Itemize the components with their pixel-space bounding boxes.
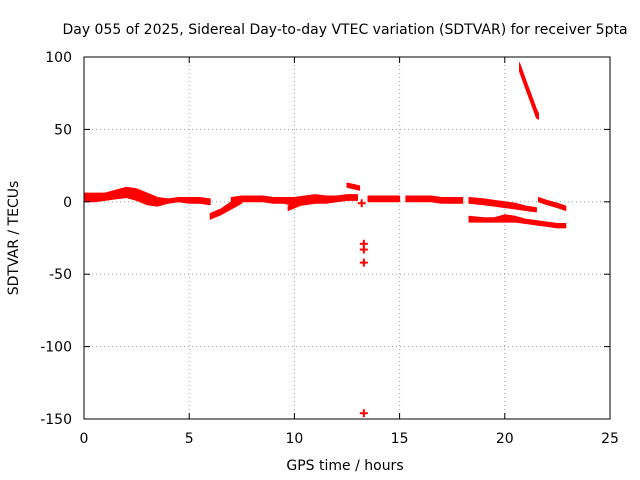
data-band: [346, 182, 361, 191]
y-tick-label: -100: [40, 340, 72, 356]
data-band: [287, 195, 310, 211]
y-tick-label: 50: [54, 122, 72, 138]
data-band: [538, 197, 567, 211]
x-tick-label: 15: [391, 431, 409, 447]
x-tick-label: 10: [285, 431, 303, 447]
x-tick-label: 25: [601, 431, 619, 447]
data-band: [230, 194, 358, 207]
x-axis-label: GPS time / hours: [286, 458, 403, 474]
data-band: [405, 195, 464, 204]
grid-layer: [84, 57, 610, 419]
plot-frame: [83, 56, 611, 420]
data-band: [83, 186, 211, 207]
y-tick-label: -50: [49, 267, 72, 283]
x-tick-label: 20: [496, 431, 514, 447]
y-tick-label: 0: [63, 195, 72, 211]
data-point: [357, 199, 366, 208]
y-axis-label: SDTVAR / TECUs: [6, 181, 22, 296]
data-point: [359, 409, 368, 418]
chart-title: Day 055 of 2025, Sidereal Day-to-day VTE…: [62, 22, 627, 38]
data-band: [468, 214, 567, 229]
y-tick-label: -150: [40, 412, 72, 428]
y-tick-label: 100: [45, 50, 72, 66]
data-band: [367, 195, 401, 203]
data-layer: [83, 62, 567, 418]
data-point: [359, 245, 368, 254]
data-point: [359, 258, 368, 267]
data-band: [468, 197, 537, 213]
data-band: [519, 62, 539, 120]
x-tick-label: 0: [80, 431, 89, 447]
axis-layer: 0 5 10 15 20 25 -150 -100 -50 0 50 100: [40, 50, 619, 447]
x-tick-label: 5: [185, 431, 194, 447]
